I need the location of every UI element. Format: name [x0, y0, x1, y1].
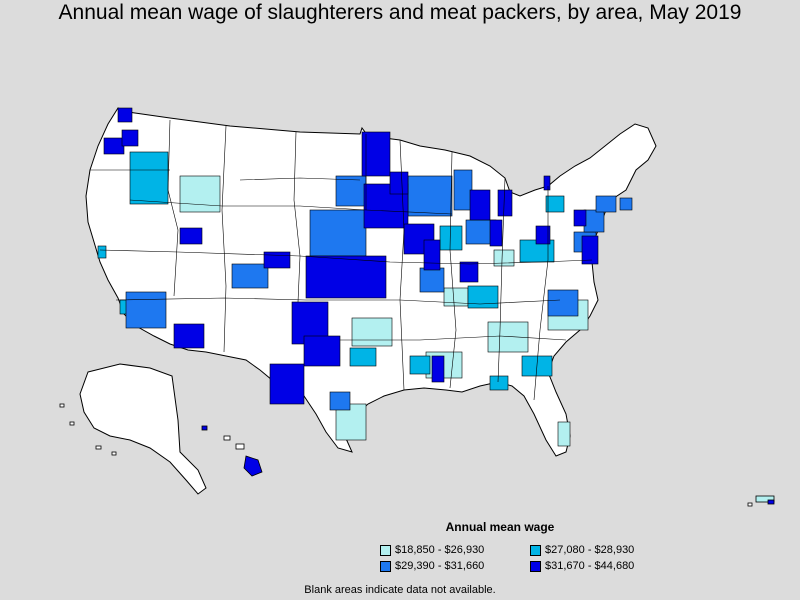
area-boundaries — [90, 119, 593, 401]
map-title: Annual mean wage of slaughterers and mea… — [58, 1, 742, 24]
wage-areas-upper-middle — [125, 169, 633, 411]
legend-swatch-2 — [530, 544, 541, 556]
legend-label-2: $27,080 - $28,930 — [545, 544, 635, 556]
legend-item-range-2: $27,080 - $28,930 — [530, 544, 680, 556]
legend-item-range-4: $31,670 - $44,680 — [530, 560, 680, 572]
legend-title: Annual mean wage — [445, 520, 555, 534]
legend-label-4: $31,670 - $44,680 — [545, 560, 635, 572]
aleutian-islands — [59, 403, 117, 456]
legend-item-range-1: $18,850 - $26,930 — [380, 544, 530, 556]
legend-label-3: $29,390 - $31,660 — [395, 560, 485, 572]
legend-label-1: $18,850 - $26,930 — [395, 544, 485, 556]
blank-areas-note: Blank areas indicate data not available. — [304, 584, 496, 596]
legend-swatch-3 — [380, 560, 391, 572]
caribbean-islands — [747, 495, 775, 507]
wage-areas-lower-middle — [97, 151, 575, 391]
legend-items: $18,850 - $26,930 $27,080 - $28,930 $29,… — [380, 544, 640, 572]
alaska-region — [79, 363, 207, 495]
wage-areas-highest — [103, 107, 599, 405]
legend-swatch-4 — [530, 560, 541, 572]
map-legend: Annual mean wage $18,850 - $26,930 $27,0… — [380, 520, 640, 572]
legend-swatch-1 — [380, 544, 391, 556]
legend-item-range-3: $29,390 - $31,660 — [380, 560, 530, 572]
hawaii-region — [201, 425, 263, 477]
